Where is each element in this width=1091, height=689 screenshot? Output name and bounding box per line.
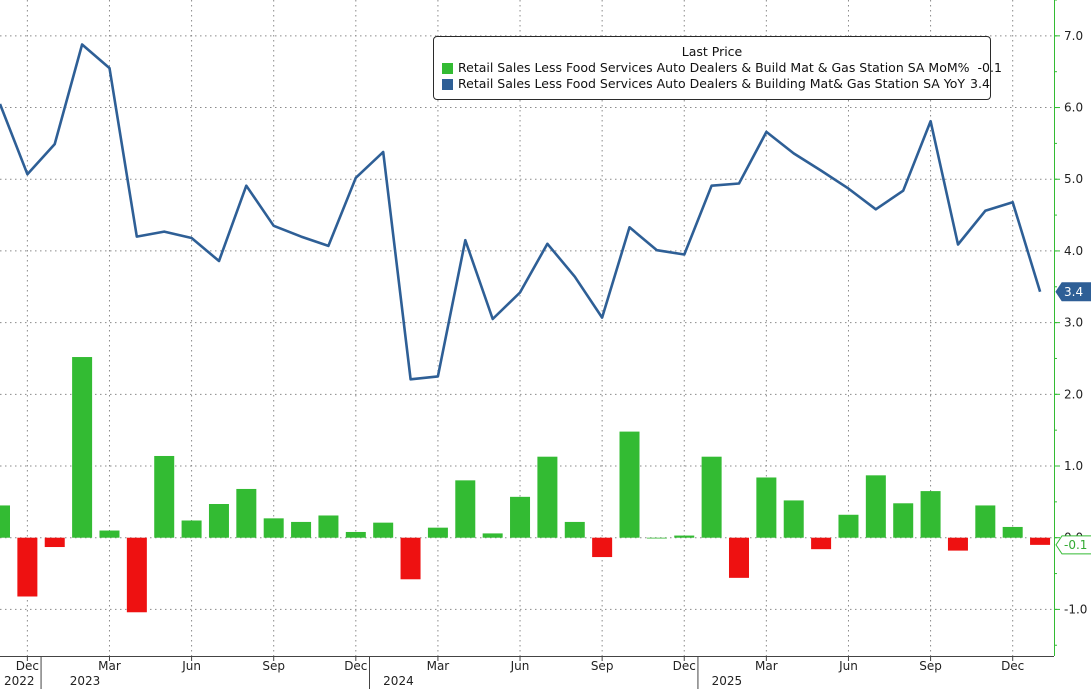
bar	[291, 521, 312, 538]
y-tick-label: 2.0	[1064, 387, 1083, 401]
bar	[811, 537, 832, 550]
bar-series-layer	[0, 357, 1051, 613]
legend-value-yoy: 3.4	[970, 76, 990, 91]
bar	[427, 527, 448, 538]
grid-layer	[0, 0, 1054, 656]
x-tick-label: Jun	[838, 659, 858, 673]
y-tick-label: -1.0	[1064, 602, 1087, 616]
bar	[947, 537, 968, 551]
bar	[126, 537, 147, 613]
bar	[17, 537, 38, 597]
y-tick-label: 1.0	[1064, 459, 1083, 473]
legend-entry-mom: Retail Sales Less Food Services Auto Dea…	[434, 60, 1002, 76]
legend: Last Price Retail Sales Less Food Servic…	[433, 36, 1002, 100]
bar	[455, 480, 476, 538]
year-label: 2025	[712, 674, 743, 688]
x-tick-label: Mar	[427, 659, 450, 673]
bar	[345, 531, 366, 538]
x-tick-label: Jun	[181, 659, 201, 673]
y-tick-label: 4.0	[1064, 244, 1083, 258]
legend-entry-yoy: Retail Sales Less Food Services Auto Dea…	[434, 76, 990, 92]
bar	[756, 477, 777, 538]
x-tick-label: Mar	[755, 659, 778, 673]
x-tick-label: Sep	[919, 659, 942, 673]
year-label: 2022	[4, 674, 35, 688]
y-tick-label: 3.0	[1064, 316, 1083, 330]
last-value-tag	[1055, 282, 1091, 302]
y-tick-label: 7.0	[1064, 29, 1083, 43]
x-tick-label: Dec	[16, 659, 39, 673]
bar	[208, 504, 229, 538]
bar	[920, 491, 941, 538]
bar	[975, 505, 996, 538]
bar	[236, 488, 257, 538]
year-label: 2024	[383, 674, 414, 688]
last-value-text: -0.1	[1064, 538, 1087, 552]
legend-label-yoy: Retail Sales Less Food Services Auto Dea…	[458, 76, 966, 91]
x-tick-label: Dec	[673, 659, 696, 673]
bar	[510, 496, 531, 538]
bar	[318, 515, 339, 538]
bar	[154, 455, 175, 538]
x-tick-label: Sep	[262, 659, 285, 673]
bar	[1002, 526, 1023, 538]
last-value-tag	[1055, 535, 1091, 555]
bar	[674, 535, 695, 538]
legend-title: Last Price	[681, 44, 743, 59]
bar	[838, 514, 859, 538]
bar	[44, 537, 65, 548]
x-tick-label: Jun	[510, 659, 530, 673]
bar	[263, 518, 284, 538]
bar	[400, 537, 421, 580]
y-tick-label: 6.0	[1064, 101, 1083, 115]
bar	[564, 521, 585, 538]
bar	[783, 500, 804, 538]
bar	[72, 357, 93, 538]
bar	[1030, 537, 1051, 545]
bar	[893, 503, 914, 538]
last-value-layer: 3.4 -0.1	[1055, 282, 1091, 555]
bar	[99, 530, 120, 538]
bar	[646, 537, 667, 539]
legend-label-mom: Retail Sales Less Food Services Auto Dea…	[458, 60, 970, 75]
x-tick-label: Mar	[98, 659, 121, 673]
bar	[181, 520, 202, 538]
bar	[728, 537, 749, 578]
line-series-layer	[0, 43, 1042, 381]
bar	[0, 505, 10, 538]
bar	[373, 522, 394, 538]
legend-swatch-green	[442, 62, 453, 74]
last-value-text: 3.4	[1064, 285, 1083, 299]
yoy-line	[0, 43, 1042, 381]
legend-value-mom: -0.1	[977, 60, 1002, 75]
y-tick-label: 5.0	[1064, 172, 1083, 186]
legend-swatch-blue	[442, 78, 453, 90]
bar	[592, 537, 613, 558]
bar	[619, 431, 640, 538]
x-tick-label: Dec	[1001, 659, 1024, 673]
bar	[865, 475, 886, 538]
bar	[482, 533, 503, 538]
year-label: 2023	[70, 674, 101, 688]
x-tick-label: Dec	[344, 659, 367, 673]
bar	[537, 456, 558, 538]
bar	[701, 456, 722, 538]
x-tick-label: Sep	[591, 659, 614, 673]
